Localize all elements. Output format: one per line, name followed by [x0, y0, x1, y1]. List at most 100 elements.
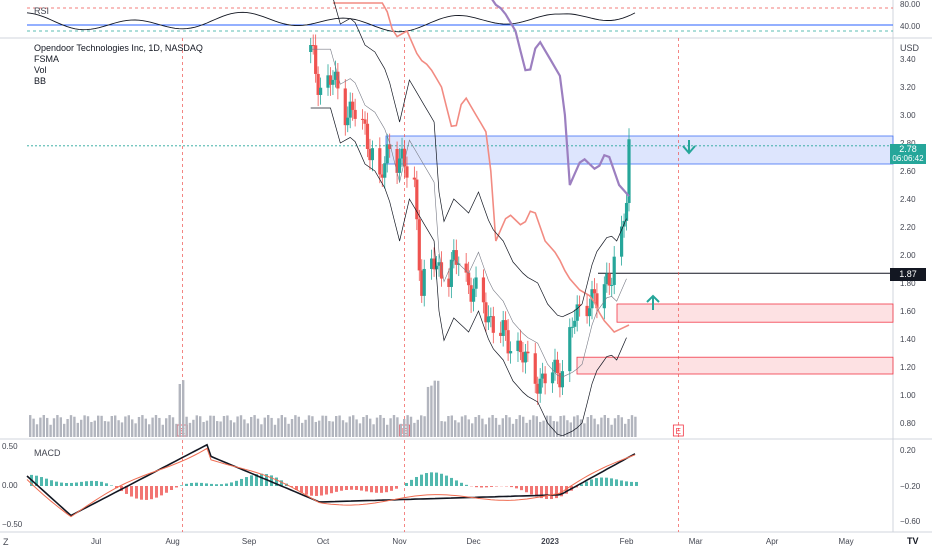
- macd-histogram-bar: [45, 479, 48, 486]
- volume-bar: [580, 419, 582, 437]
- volume-bar: [223, 416, 225, 437]
- volume-bar: [495, 418, 497, 437]
- volume-bar: [236, 416, 238, 437]
- volume-bar: [202, 422, 204, 437]
- candle-body: [534, 353, 537, 384]
- volume-bar: [440, 421, 442, 437]
- macd-signal-line: [27, 448, 635, 516]
- volume-bar: [614, 418, 616, 437]
- volume-bar: [281, 415, 283, 437]
- macd-histogram-bar: [50, 480, 53, 486]
- macd-histogram-bar: [350, 486, 353, 490]
- volume-bar: [366, 415, 368, 437]
- volume-bar: [151, 418, 153, 437]
- macd-histogram-bar: [375, 486, 378, 493]
- volume-bar: [485, 424, 487, 437]
- macd-histogram-bar: [165, 486, 168, 493]
- volume-bar: [291, 419, 293, 437]
- candle-body: [319, 88, 322, 95]
- macd-histogram-bar: [250, 475, 253, 486]
- macd-histogram-bar: [315, 486, 318, 496]
- volume-bar: [284, 417, 286, 437]
- candle-body: [474, 277, 477, 288]
- rsi-label: RSI: [34, 6, 49, 16]
- volume-bar: [213, 416, 215, 437]
- legend-title: Opendoor Technologies Inc, 1D, NASDAQ: [34, 43, 203, 54]
- macd-histogram-bar: [170, 486, 173, 490]
- macd-histogram-bar: [390, 486, 393, 491]
- price-tick-label: 3.20: [900, 83, 916, 92]
- candle-body: [450, 260, 453, 287]
- volume-bar: [196, 415, 198, 437]
- macd-histogram-bar: [95, 481, 98, 486]
- macd-label: MACD: [34, 448, 61, 458]
- macd-histogram-bar: [430, 472, 433, 486]
- last-price-value: 2.78: [890, 144, 926, 154]
- macd-histogram-bar: [210, 484, 213, 486]
- macd-histogram-bar: [320, 486, 323, 496]
- volume-bar: [386, 425, 388, 437]
- macd-histogram-bar: [605, 478, 608, 486]
- volume-bar: [430, 386, 432, 437]
- macd-histogram-bar: [70, 483, 73, 486]
- candle-body: [383, 163, 386, 177]
- volume-bar: [158, 418, 160, 437]
- macd-histogram-bar: [410, 480, 413, 486]
- candle-body: [440, 262, 443, 278]
- macd-histogram-bar: [105, 483, 108, 486]
- volume-bar: [597, 424, 599, 437]
- price-tick-label: 1.20: [900, 363, 916, 372]
- volume-bar: [73, 417, 75, 437]
- volume-bar: [325, 416, 327, 437]
- macd-histogram-bar: [370, 486, 373, 492]
- z-button[interactable]: Z: [3, 537, 9, 547]
- currency-label: USD: [900, 43, 919, 53]
- candle-body: [405, 166, 408, 177]
- volume-bar: [97, 416, 99, 437]
- volume-bar: [498, 425, 500, 437]
- volume-bar: [434, 381, 436, 437]
- macd-histogram-bar: [155, 486, 158, 498]
- volume-bar: [39, 418, 41, 437]
- macd-histogram-bar: [140, 486, 143, 500]
- macd-left-tick: 0.00: [2, 481, 18, 490]
- macd-histogram-bar: [550, 486, 553, 499]
- fsma-200-line: [382, 0, 629, 196]
- candle-body: [354, 110, 357, 119]
- volume-bar: [508, 417, 510, 437]
- volume-bar: [502, 418, 504, 437]
- macd-histogram-bar: [215, 484, 218, 486]
- candle-body: [568, 327, 571, 371]
- macd-histogram-bar: [455, 480, 458, 486]
- volume-bar: [46, 418, 48, 437]
- volume-bar: [301, 423, 303, 437]
- candle-body: [625, 203, 628, 221]
- volume-bar: [311, 416, 313, 437]
- volume-bar: [121, 422, 123, 437]
- price-tick-label: 2.60: [900, 167, 916, 176]
- macd-histogram-bar: [465, 485, 468, 486]
- volume-bar: [362, 417, 364, 437]
- tradingview-logo: TV: [907, 536, 919, 546]
- candle-body: [363, 119, 366, 123]
- candle-body: [487, 316, 490, 322]
- macd-histogram-bar: [585, 482, 588, 486]
- volume-bar: [600, 418, 602, 437]
- macd-histogram-bar: [335, 486, 338, 492]
- volume-bar: [56, 415, 58, 437]
- volume-bar: [230, 420, 232, 437]
- volume-bar: [277, 418, 279, 437]
- volume-bar: [168, 415, 170, 437]
- macd-histogram-bar: [450, 478, 453, 486]
- supply-zone: [386, 136, 893, 164]
- price-tick-label: 3.40: [900, 55, 916, 64]
- macd-histogram-bar: [545, 486, 548, 499]
- price-tick-label: 2.00: [900, 251, 916, 260]
- macd-histogram-bar: [520, 486, 523, 490]
- macd-histogram-bar: [100, 482, 103, 486]
- price-tick-label: 2.20: [900, 223, 916, 232]
- countdown-value: 06:06:42: [890, 154, 926, 164]
- volume-bar: [512, 424, 514, 437]
- macd-histogram-bar: [355, 486, 358, 490]
- macd-histogram-bar: [600, 478, 603, 486]
